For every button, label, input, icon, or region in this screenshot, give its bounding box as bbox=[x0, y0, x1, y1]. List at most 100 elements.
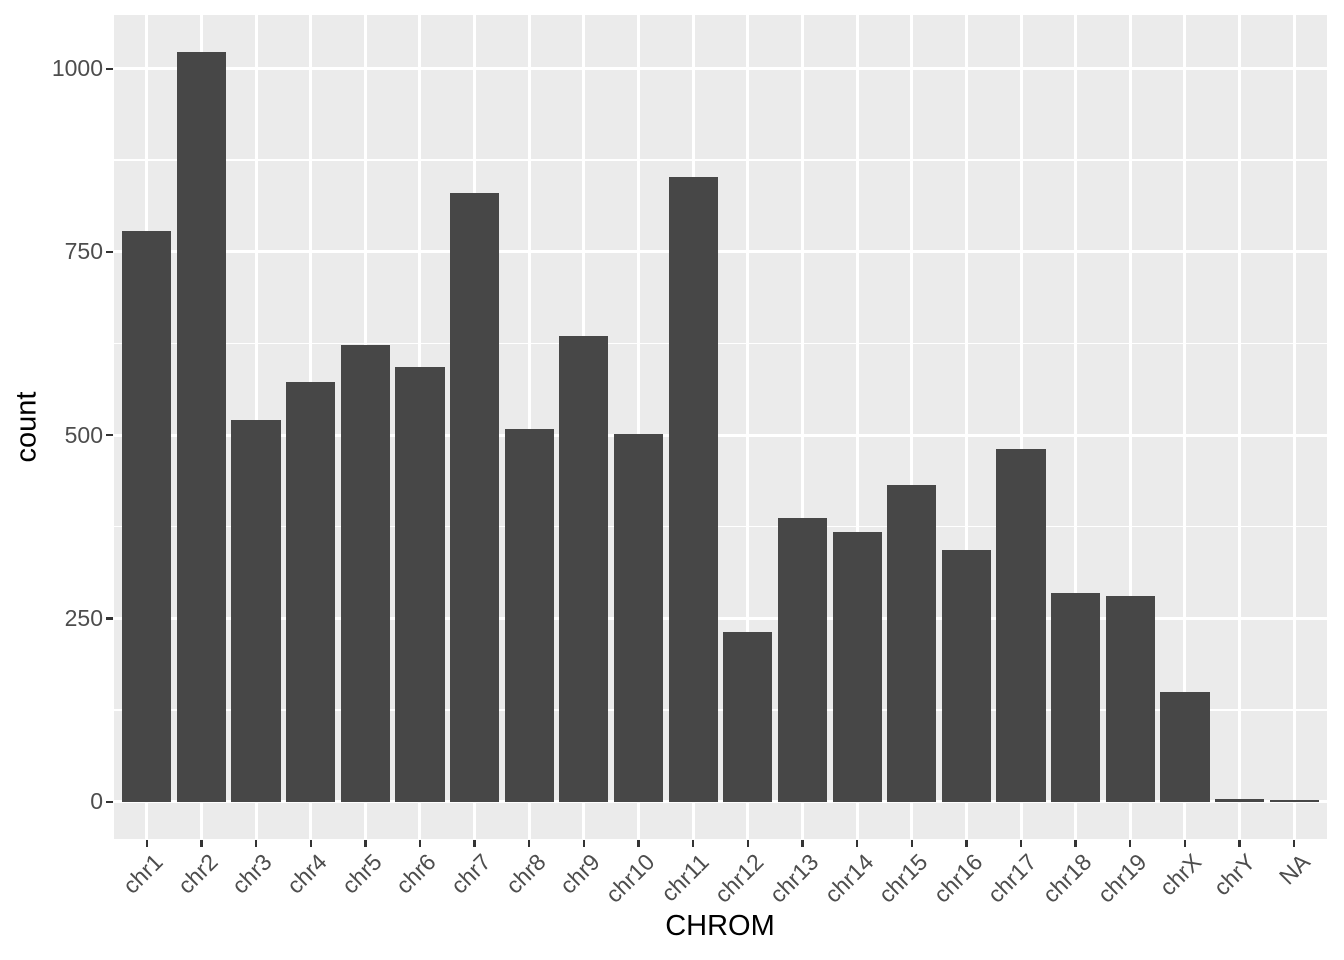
bar-chr3 bbox=[231, 420, 281, 802]
x-gridline-major bbox=[1019, 15, 1023, 839]
x-tick-label: chr3 bbox=[227, 848, 278, 899]
x-tick-mark bbox=[254, 840, 258, 847]
x-axis-title: CHROM bbox=[665, 910, 775, 942]
x-gridline-major bbox=[1074, 15, 1078, 839]
x-gridline-major bbox=[1292, 15, 1296, 839]
x-gridline-major bbox=[637, 15, 641, 839]
x-tick-label: chr18 bbox=[1037, 848, 1097, 908]
bar-chr5 bbox=[340, 344, 390, 802]
x-tick-label: chr9 bbox=[554, 848, 605, 899]
x-gridline-major bbox=[746, 15, 750, 839]
x-gridline-major bbox=[1128, 15, 1132, 839]
x-tick-mark bbox=[418, 840, 422, 847]
y-tick-label: 750 bbox=[64, 238, 103, 265]
bar-chr6 bbox=[395, 366, 445, 802]
x-tick-mark bbox=[1238, 840, 1241, 847]
y-gridline-major bbox=[114, 616, 1327, 620]
y-tick-label: 500 bbox=[64, 421, 103, 448]
bar-chr13 bbox=[777, 517, 828, 802]
x-tick-mark bbox=[801, 840, 804, 847]
x-tick-mark bbox=[309, 840, 312, 847]
x-tick-label: chr13 bbox=[764, 848, 824, 908]
bar-chr4 bbox=[286, 382, 336, 802]
bar-NA bbox=[1269, 800, 1319, 802]
bar-chr14 bbox=[832, 531, 882, 802]
x-tick-label: chr11 bbox=[656, 848, 715, 907]
x-tick-label: chr1 bbox=[117, 848, 168, 899]
bar-chr1 bbox=[122, 231, 172, 802]
y-tick-label: 0 bbox=[90, 788, 103, 815]
y-tick-label: 250 bbox=[64, 604, 103, 631]
x-tick-mark bbox=[145, 840, 148, 847]
x-tick-mark bbox=[582, 840, 586, 847]
bar-chr9 bbox=[559, 336, 609, 802]
y-gridline-major bbox=[114, 800, 1327, 804]
x-tick-mark bbox=[1293, 840, 1296, 847]
x-tick-mark bbox=[528, 840, 531, 847]
x-gridline-major bbox=[527, 15, 531, 839]
x-gridline-major bbox=[964, 15, 968, 839]
bar-chr17 bbox=[996, 448, 1046, 802]
x-tick-label: chr8 bbox=[500, 848, 551, 899]
x-tick-mark bbox=[746, 840, 749, 847]
bar-chr8 bbox=[504, 429, 554, 802]
x-tick-label: chr15 bbox=[873, 848, 933, 908]
x-tick-mark bbox=[637, 840, 640, 847]
x-tick-mark bbox=[910, 840, 913, 847]
y-tick-mark bbox=[106, 800, 113, 803]
x-tick-mark bbox=[473, 840, 476, 847]
y-axis-title: count bbox=[10, 391, 43, 463]
bar-chr18 bbox=[1051, 592, 1101, 802]
x-tick-mark bbox=[1074, 840, 1077, 847]
x-tick-label: chr16 bbox=[928, 848, 988, 908]
y-gridline-minor bbox=[114, 159, 1327, 161]
x-gridline-major bbox=[1183, 15, 1187, 839]
x-tick-mark bbox=[855, 840, 859, 847]
x-tick-label: chr6 bbox=[390, 848, 441, 899]
y-tick-mark bbox=[106, 434, 113, 437]
y-tick-mark bbox=[106, 67, 113, 70]
x-tick-label: chr7 bbox=[445, 848, 496, 899]
y-gridline-major bbox=[114, 250, 1327, 254]
bar-chr11 bbox=[668, 177, 718, 802]
x-tick-mark bbox=[965, 840, 968, 847]
y-gridline-major bbox=[114, 67, 1327, 71]
x-tick-label: NA bbox=[1274, 848, 1316, 890]
x-tick-label: chrX bbox=[1154, 848, 1206, 901]
x-tick-mark bbox=[364, 840, 367, 847]
x-tick-label: chr2 bbox=[172, 848, 223, 899]
bar-chrX bbox=[1160, 692, 1210, 802]
x-tick-label: chr10 bbox=[600, 848, 660, 908]
y-tick-mark bbox=[106, 250, 113, 254]
bar-chr10 bbox=[613, 433, 664, 802]
y-tick-label: 1000 bbox=[51, 55, 103, 82]
bar-chrY bbox=[1214, 798, 1265, 802]
y-gridline-minor bbox=[114, 525, 1327, 528]
x-tick-mark bbox=[200, 840, 203, 847]
y-gridline-minor bbox=[114, 342, 1327, 345]
x-tick-label: chrY bbox=[1208, 848, 1261, 901]
plot-panel bbox=[114, 15, 1327, 839]
x-tick-mark bbox=[1019, 840, 1023, 847]
x-tick-label: chr12 bbox=[709, 848, 769, 908]
y-tick-mark bbox=[106, 617, 113, 620]
y-gridline-major bbox=[114, 433, 1327, 437]
x-tick-label: chr14 bbox=[818, 848, 879, 908]
x-gridline-major bbox=[1238, 15, 1242, 839]
x-tick-mark bbox=[691, 840, 695, 847]
x-gridline-major bbox=[855, 15, 859, 839]
x-tick-label: chr17 bbox=[982, 848, 1042, 908]
x-tick-mark bbox=[1129, 840, 1132, 847]
y-gridline-minor bbox=[114, 709, 1327, 711]
x-tick-mark bbox=[1183, 840, 1187, 847]
x-gridline-major bbox=[800, 15, 804, 839]
x-tick-label: chr5 bbox=[336, 848, 387, 899]
x-gridline-major bbox=[910, 15, 914, 839]
bar-chr7 bbox=[450, 193, 500, 802]
bar-chr16 bbox=[941, 550, 991, 802]
bar-chr15 bbox=[887, 484, 937, 802]
x-tick-label: chr19 bbox=[1092, 848, 1152, 908]
bar-chr19 bbox=[1105, 596, 1155, 802]
bar-chr12 bbox=[723, 631, 773, 802]
